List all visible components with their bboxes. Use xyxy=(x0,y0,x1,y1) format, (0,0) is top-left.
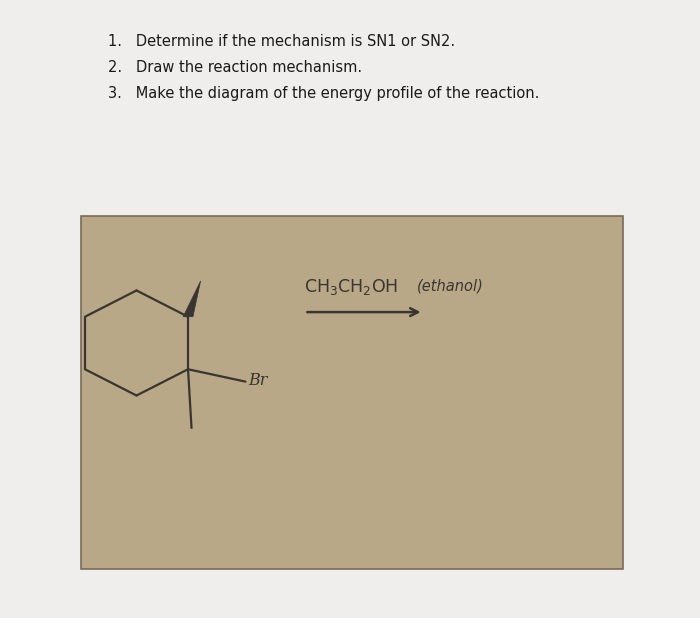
Text: $\mathregular{CH_3CH_2OH}$: $\mathregular{CH_3CH_2OH}$ xyxy=(304,277,399,297)
Polygon shape xyxy=(183,281,201,316)
Text: 1.   Determine if the mechanism is SN1 or SN2.: 1. Determine if the mechanism is SN1 or … xyxy=(108,34,456,49)
Text: (ethanol): (ethanol) xyxy=(416,279,484,294)
Bar xyxy=(80,216,623,569)
Text: Br: Br xyxy=(248,372,267,389)
Text: 2.   Draw the reaction mechanism.: 2. Draw the reaction mechanism. xyxy=(108,60,363,75)
Text: 3.   Make the diagram of the energy profile of the reaction.: 3. Make the diagram of the energy profil… xyxy=(108,86,540,101)
